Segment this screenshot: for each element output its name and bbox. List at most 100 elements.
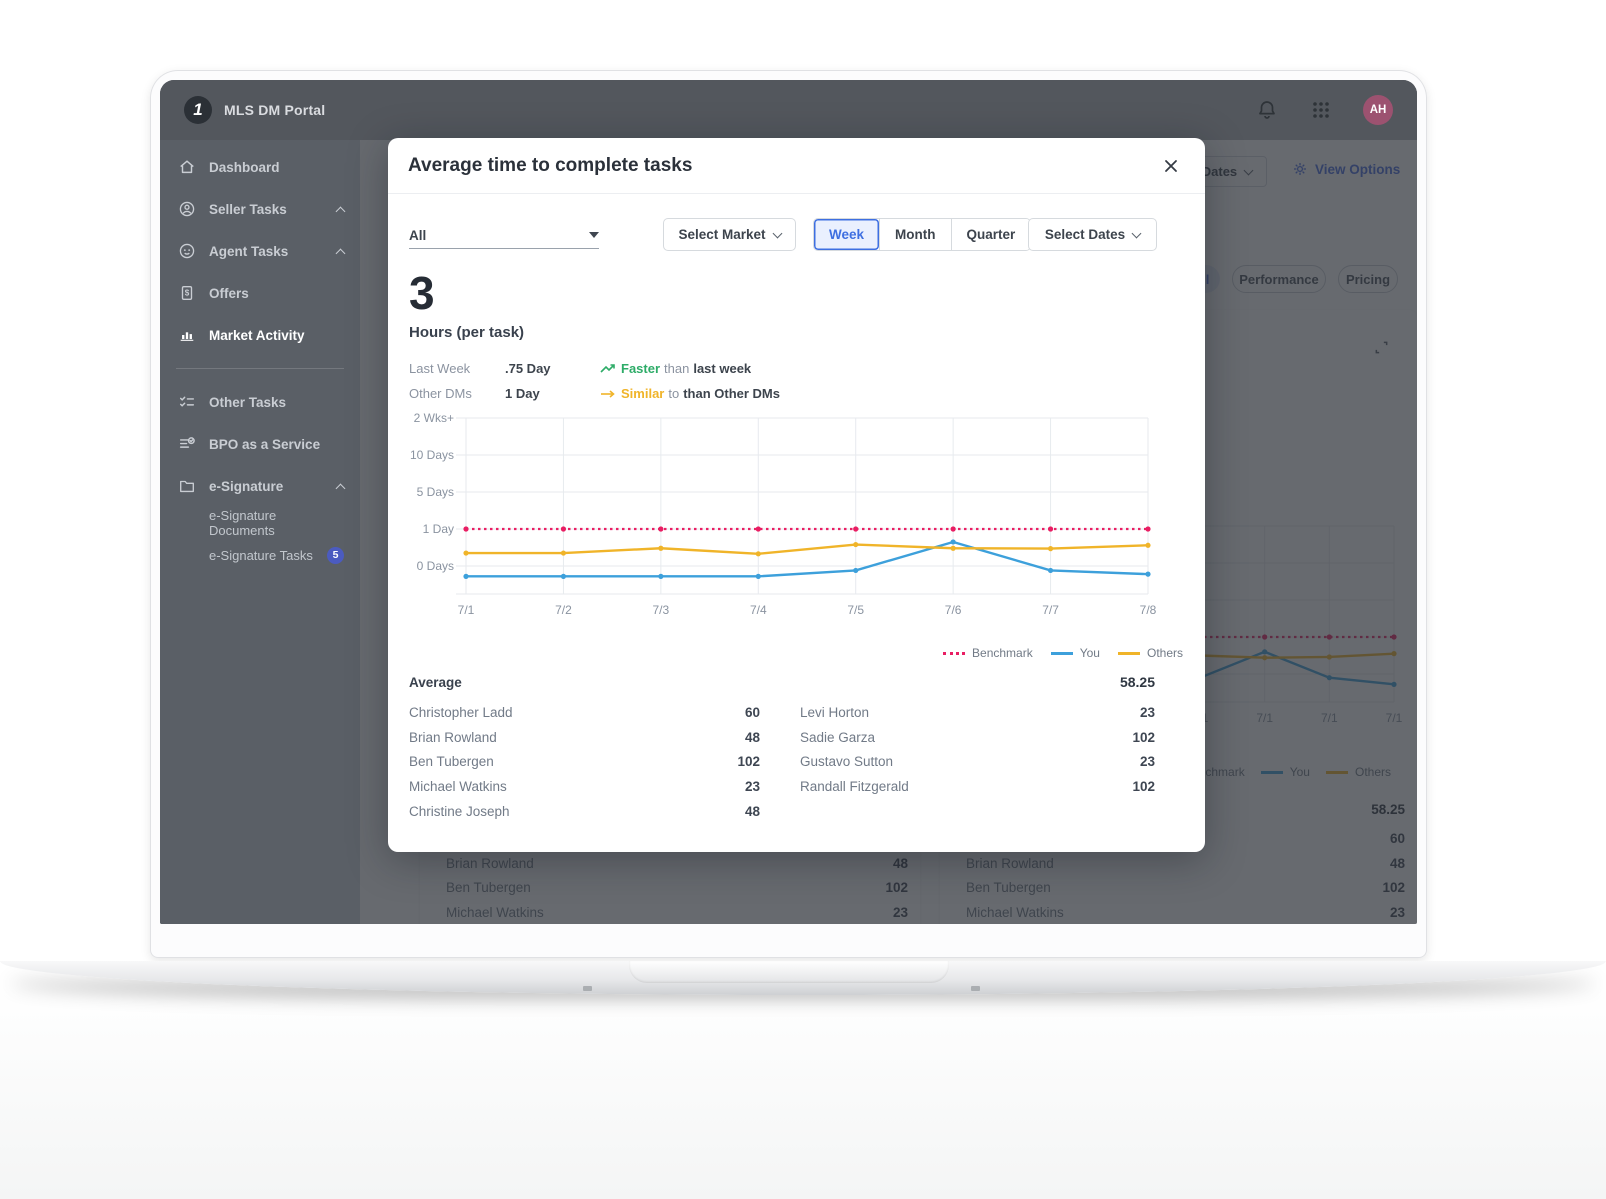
- list-item: Christine Joseph 48: [409, 804, 760, 820]
- sidebar-subitem-label: e-Signature Tasks: [209, 547, 313, 563]
- sidebar-item-label: Market Activity: [209, 327, 305, 343]
- pill-performance: Performance: [1232, 265, 1326, 293]
- svg-text:7/4: 7/4: [750, 603, 767, 617]
- caret-down-icon: [589, 232, 599, 238]
- modal-header: Average time to complete tasks: [388, 138, 1205, 194]
- svg-text:1 Day: 1 Day: [423, 522, 454, 536]
- list-item: Randall Fitzgerald 102: [800, 779, 1155, 795]
- svg-text:7/3: 7/3: [653, 603, 670, 617]
- select-market-button[interactable]: Select Market: [663, 218, 796, 251]
- svg-text:7/5: 7/5: [847, 603, 864, 617]
- sidebar-item-market-activity[interactable]: Market Activity: [160, 314, 360, 356]
- sidebar-item-label: Agent Tasks: [209, 243, 289, 259]
- close-button[interactable]: [1157, 152, 1185, 180]
- laptop-frame: 1 MLS DM Portal AH Dashboard: [150, 70, 1427, 958]
- benchmark-legend-mark: [943, 652, 966, 656]
- you-legend-mark: [1260, 771, 1283, 775]
- period-tabs: Week Month Quarter: [813, 218, 1032, 251]
- sidebar-divider: [176, 368, 344, 369]
- tab-month[interactable]: Month: [879, 219, 951, 250]
- sidebar-item-offers[interactable]: $ Offers: [160, 272, 360, 314]
- select-dates-button[interactable]: Select Dates: [1028, 218, 1157, 251]
- filter-value: All: [409, 227, 427, 243]
- chevron-up-icon: [335, 248, 346, 258]
- svg-text:7/6: 7/6: [945, 603, 962, 617]
- checklist-icon: [179, 396, 195, 407]
- metric-value: 3: [409, 267, 435, 319]
- people-list-right: Levi Horton 23 Sadie Garza 102 Gustavo Sutto…: [800, 700, 1155, 799]
- offer-document-icon: $: [181, 286, 193, 300]
- svg-text:0 Days: 0 Days: [417, 559, 454, 573]
- sidebar-item-label: BPO as a Service: [209, 436, 321, 452]
- chevron-up-icon: [335, 483, 346, 493]
- expand-icon: [1375, 341, 1388, 354]
- trend-flat-icon: [601, 389, 615, 398]
- comparison-other-dms: Other DMs 1 Day Similar to than Other DM…: [409, 386, 780, 401]
- sidebar-item-label: Seller Tasks: [209, 201, 287, 217]
- people-list-left: Christopher Ladd 60 Brian Rowland 48 Ben Tub…: [409, 700, 760, 824]
- avatar-initials: AH: [1369, 104, 1387, 116]
- tab-week[interactable]: Week: [814, 219, 880, 250]
- sidebar-item-seller-tasks[interactable]: Seller Tasks: [160, 188, 360, 230]
- metric-unit: Hours (per task): [409, 324, 525, 341]
- list-item: Levi Horton 23: [800, 704, 1155, 720]
- sidebar: Dashboard Seller Tasks Agent Tasks $ Off…: [160, 140, 360, 924]
- seller-person-icon: [179, 201, 195, 217]
- app-logo: 1: [184, 96, 212, 124]
- sidebar-subitem-esignature-documents[interactable]: e-Signature Documents: [160, 507, 360, 539]
- list-item: Ben Tubergen 102: [409, 754, 760, 770]
- svg-text:7/1: 7/1: [458, 603, 475, 617]
- chevron-up-icon: [335, 206, 346, 216]
- sidebar-subitem-esignature-tasks[interactable]: e-Signature Tasks 5: [160, 539, 360, 571]
- chevron-down-icon: [1131, 228, 1142, 238]
- apps-grid-icon[interactable]: [1309, 98, 1333, 122]
- avatar[interactable]: AH: [1363, 95, 1393, 125]
- filter-select[interactable]: All: [409, 222, 599, 249]
- average-row: Average 58.25: [409, 674, 1155, 690]
- svg-text:7/7: 7/7: [1042, 603, 1059, 617]
- sidebar-item-bpo-service[interactable]: BPO as a Service: [160, 423, 360, 465]
- view-options-label: View Options: [1315, 161, 1401, 177]
- sidebar-item-label: Offers: [209, 285, 249, 301]
- svg-text:2 Wks+: 2 Wks+: [414, 411, 454, 425]
- app-window: 1 MLS DM Portal AH Dashboard: [160, 80, 1417, 924]
- legend-others[interactable]: Others: [1117, 646, 1183, 660]
- chart-legend: Benchmark You Others: [943, 646, 1183, 660]
- list-item: Gustavo Sutton 23: [800, 754, 1155, 770]
- folder-icon: [180, 480, 194, 493]
- sidebar-item-label: e-Signature: [209, 478, 284, 494]
- sidebar-subitem-label: e-Signature Documents: [209, 508, 277, 538]
- others-legend-mark: [1117, 652, 1140, 656]
- svg-text:7/1: 7/1: [1256, 711, 1273, 725]
- list-item: Michael Watkins 23: [409, 779, 760, 795]
- svg-text:7/1: 7/1: [1386, 711, 1403, 725]
- sidebar-item-esignature[interactable]: e-Signature: [160, 465, 360, 507]
- comparison-last-week: Last Week .75 Day Faster than last week: [409, 361, 752, 376]
- legend-benchmark[interactable]: Benchmark: [943, 646, 1033, 660]
- trend-up-icon: [600, 363, 615, 373]
- sidebar-item-agent-tasks[interactable]: Agent Tasks: [160, 230, 360, 272]
- laptop-foot: [971, 986, 980, 991]
- gear-icon: [1294, 163, 1306, 175]
- chevron-down-icon: [772, 228, 782, 238]
- tab-quarter[interactable]: Quarter: [950, 219, 1031, 250]
- bpo-list-check-icon: [179, 437, 195, 448]
- notifications-bell-icon[interactable]: [1255, 98, 1279, 122]
- sidebar-item-other-tasks[interactable]: Other Tasks: [160, 381, 360, 423]
- legend-you[interactable]: You: [1050, 646, 1100, 660]
- comparison-rows: Last Week .75 Day Faster than last week …: [409, 356, 780, 406]
- sidebar-item-dashboard[interactable]: Dashboard: [160, 146, 360, 188]
- modal-title: Average time to complete tasks: [408, 154, 693, 176]
- svg-text:$: $: [185, 289, 190, 298]
- list-item: Michael Watkins 23: [966, 905, 1405, 921]
- list-item: Brian Rowland 48: [409, 729, 760, 745]
- logo-glyph: 1: [193, 100, 203, 119]
- laptop-foot: [583, 986, 592, 991]
- list-item: Sadie Garza 102: [800, 729, 1155, 745]
- market-chart-icon: [180, 332, 194, 341]
- svg-text:7/8: 7/8: [1140, 603, 1157, 617]
- agent-face-icon: [179, 243, 195, 259]
- svg-text:7/2: 7/2: [555, 603, 572, 617]
